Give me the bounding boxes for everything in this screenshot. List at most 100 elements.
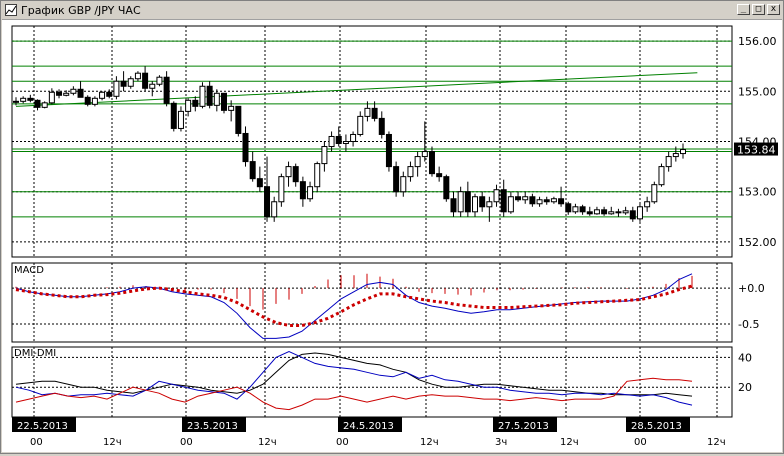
candle-body	[522, 196, 529, 201]
candle-body	[636, 206, 643, 220]
candle-body	[529, 196, 536, 205]
candle-body	[601, 209, 608, 215]
candle-body	[256, 178, 263, 188]
candle-body	[70, 88, 77, 94]
time-axis: 00 12ч 00 12ч 00 12ч 3ч 12ч 00 12ч 22.5.2013 23.5.2…	[12, 417, 726, 448]
time-tick-label: 3ч	[495, 437, 507, 448]
date-badge	[182, 417, 246, 432]
candle-body	[185, 99, 192, 112]
candle-body	[400, 176, 407, 193]
candle-body	[149, 83, 156, 89]
panel-frame	[11, 262, 733, 343]
candle-body	[493, 189, 500, 203]
date-label: 24.5.2013	[343, 421, 394, 432]
candle-body	[443, 176, 450, 200]
candle-body	[91, 97, 98, 105]
date-badge	[338, 417, 402, 432]
dmi-tick-label: 40	[738, 351, 752, 364]
candle-body	[629, 210, 636, 220]
date-label: 22.5.2013	[17, 421, 68, 432]
candle-body	[84, 96, 91, 105]
candle-body	[572, 206, 579, 213]
candle-body	[393, 166, 400, 193]
time-tick-label: 00	[336, 437, 349, 448]
candle-body	[271, 201, 278, 218]
candle-body	[385, 133, 392, 168]
time-tick-label: 12ч	[560, 437, 579, 448]
price-tick-label: 156.00	[738, 35, 777, 48]
candle-body	[34, 99, 41, 108]
chart-app-icon	[5, 4, 17, 16]
candle-body	[464, 191, 471, 213]
candle-body	[558, 198, 565, 205]
candle-body	[13, 100, 19, 103]
candle-body	[321, 146, 328, 165]
date-label: 23.5.2013	[187, 421, 238, 432]
candle-body	[199, 85, 206, 107]
chart-area[interactable]: 156.00 155.00 154.00 153.00 152.00 153.84 MAC…	[2, 20, 782, 452]
minimize-button[interactable]: _	[737, 4, 750, 15]
candle-body	[278, 176, 285, 203]
macd-title: MACD	[14, 265, 44, 276]
candle-body	[479, 196, 486, 208]
close-button[interactable]: x	[767, 4, 780, 15]
candle-body	[307, 186, 314, 200]
candle-body	[350, 133, 357, 143]
macd-tick-label: -0.5	[738, 318, 759, 331]
candle-body	[421, 151, 428, 158]
candle-body	[48, 91, 55, 104]
candle-body	[213, 92, 220, 106]
candle-body	[335, 135, 342, 145]
macd-tick-label: +0.0	[738, 282, 765, 295]
time-tick-label: 12ч	[707, 437, 726, 448]
date-badge	[626, 417, 690, 432]
candle-body	[615, 211, 622, 214]
candle-body	[608, 211, 615, 215]
dmi-minus-di-line	[15, 377, 693, 411]
date-badge	[493, 417, 557, 432]
dmi-panel: DMI-DMI 40 20	[11, 346, 752, 418]
dmi-plus-di-line	[15, 350, 693, 406]
price-tick-label: 153.00	[738, 186, 777, 199]
candle-body	[127, 78, 134, 87]
macd-panel: MACD +0.0 -0.5	[11, 262, 765, 343]
title-bar[interactable]: График GBP /JPY ЧАС _ □ x	[2, 2, 782, 20]
last-price-badge	[734, 142, 778, 156]
candle-body	[658, 166, 665, 186]
candle-body	[450, 198, 457, 213]
candle-body	[77, 88, 84, 98]
candle-body	[285, 166, 292, 178]
candle-body	[665, 156, 672, 168]
maximize-button[interactable]: □	[752, 4, 765, 15]
candle-body	[41, 102, 48, 108]
candle-body	[543, 199, 550, 203]
candle-body	[622, 210, 629, 214]
candle-body	[428, 151, 435, 175]
candle-body	[550, 198, 557, 203]
price-tick-label: 155.00	[738, 85, 777, 98]
candle-body	[113, 80, 120, 97]
candle-body	[63, 92, 70, 96]
date-label: 28.5.2013	[631, 421, 682, 432]
candle-body	[142, 72, 149, 89]
candle-body	[328, 135, 335, 148]
candle-body	[170, 102, 177, 129]
candle-body	[249, 161, 256, 180]
candle-body	[536, 199, 543, 205]
date-label: 27.5.2013	[498, 421, 549, 432]
trend-line	[15, 72, 698, 107]
candle-body	[342, 141, 349, 145]
candle-body	[235, 105, 242, 134]
candle-body	[472, 196, 479, 213]
last-price-label: 153.84	[737, 144, 776, 157]
candle-body	[106, 91, 113, 97]
candle-body	[579, 206, 586, 213]
candle-body	[593, 209, 600, 215]
candle-body	[314, 163, 321, 188]
candle-body	[228, 105, 235, 111]
date-badge	[12, 417, 76, 432]
candle-body	[436, 173, 443, 178]
candle-body	[120, 80, 127, 87]
